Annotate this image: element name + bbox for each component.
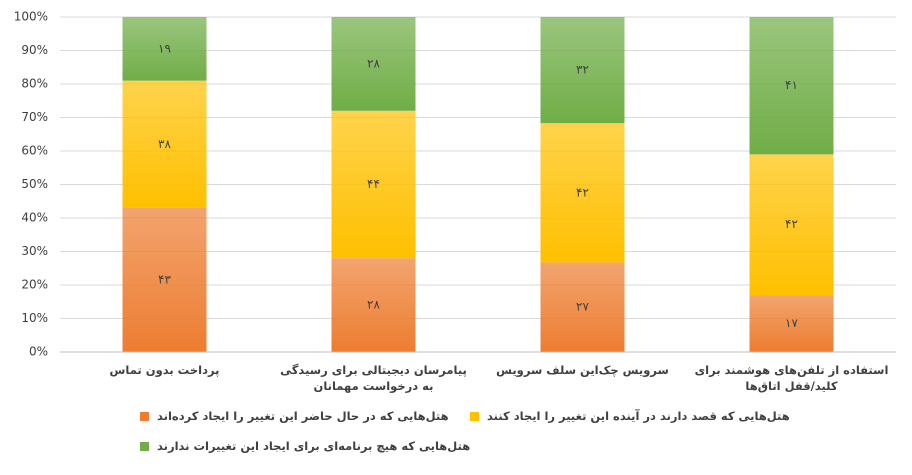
legend-swatch <box>140 411 149 421</box>
data-label: ۴۳ <box>158 272 171 286</box>
data-label: ۴۲ <box>785 217 798 231</box>
data-label: ۲۸ <box>367 56 380 70</box>
legend-label: هتل‌هایی که در حال حاضر این تغییر را ایج… <box>157 409 449 423</box>
legend-label: هتل‌هایی که قصد دارند در آینده این تغییر… <box>487 409 790 423</box>
y-tick-label: 0% <box>29 345 48 359</box>
y-tick-label: 70% <box>21 110 48 124</box>
y-tick-label: 40% <box>21 211 48 225</box>
legend-swatch <box>140 441 149 451</box>
y-tick-label: 60% <box>21 144 48 158</box>
data-label: ۱۹ <box>158 41 171 55</box>
y-tick-label: 30% <box>21 244 48 258</box>
bar-segment <box>331 110 416 259</box>
data-label: ۴۲ <box>576 185 589 199</box>
bar-segment <box>540 17 625 124</box>
y-tick-label: 90% <box>21 43 48 57</box>
y-tick-label: 100% <box>14 10 48 24</box>
bar-segment <box>749 295 834 352</box>
x-tick-label: سرویس چک‌این سلف سرویس <box>496 363 669 377</box>
bar-segment <box>749 154 834 296</box>
data-label: ۳۲ <box>576 63 589 77</box>
data-label: ۲۸ <box>367 298 380 312</box>
x-tick-label: پیامرسان دیجیتالی برای رسیدگی به درخواست… <box>280 363 467 393</box>
legend-item: هتل‌هایی که قصد دارند در آینده این تغییر… <box>470 409 790 423</box>
y-tick-label: 20% <box>21 278 48 292</box>
bar-segment <box>540 262 625 352</box>
y-tick-label: 10% <box>21 311 48 325</box>
bar-segment <box>331 17 416 111</box>
legend-item: هتل‌هایی که هیچ برنامه‌ای برای ایجاد این… <box>140 439 470 453</box>
data-label: ۴۴ <box>367 177 380 191</box>
y-tick-label: 80% <box>21 77 48 91</box>
x-tick-label: استفاده از تلفن‌های هوشمند برای کلید/قفل… <box>694 363 889 393</box>
bar-segment <box>540 123 625 263</box>
bar-segment <box>331 258 416 352</box>
bar-segment <box>122 80 207 208</box>
data-label: ۳۸ <box>158 137 171 151</box>
legend-label: هتل‌هایی که هیچ برنامه‌ای برای ایجاد این… <box>157 439 471 453</box>
bar-segment <box>122 17 207 81</box>
legend-item: هتل‌هایی که در حال حاضر این تغییر را ایج… <box>140 409 449 423</box>
x-tick-label: پرداخت بدون تماس <box>109 363 220 377</box>
data-label: ۲۷ <box>576 300 589 314</box>
data-label: ۱۷ <box>785 316 798 330</box>
y-tick-label: 50% <box>21 177 48 191</box>
data-label: ۴۱ <box>785 78 798 92</box>
legend-swatch <box>470 411 479 421</box>
bar-segment <box>749 17 834 155</box>
bar-segment <box>122 207 207 352</box>
